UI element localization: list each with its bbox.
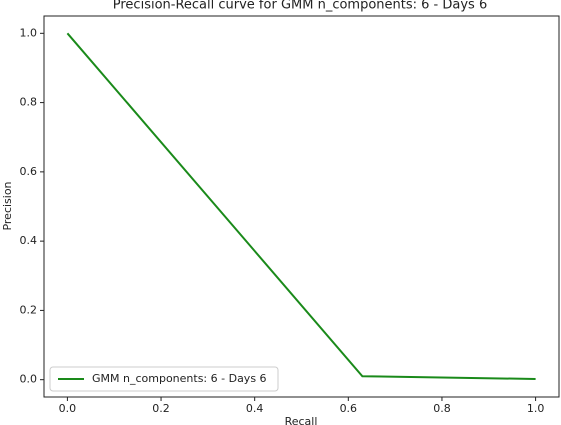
x-axis-label: Recall — [285, 415, 318, 425]
x-tick-label: 0.4 — [246, 402, 264, 415]
x-tick-label: 0.0 — [59, 402, 77, 415]
y-tick-label: 0.6 — [20, 165, 38, 178]
legend-label: GMM n_components: 6 - Days 6 — [92, 372, 267, 385]
y-tick-label: 0.8 — [20, 96, 38, 109]
y-tick-label: 0.4 — [20, 234, 38, 247]
series-line — [66, 32, 536, 380]
y-axis-label: Precision — [1, 181, 14, 230]
y-tick-label: 1.0 — [20, 26, 38, 39]
plot-frame — [43, 15, 560, 398]
x-tick-label: 1.0 — [527, 402, 545, 415]
legend-box — [49, 366, 279, 392]
y-tick-label: 0.2 — [20, 303, 38, 316]
x-tick-label: 0.8 — [433, 402, 451, 415]
x-tick-label: 0.6 — [340, 402, 358, 415]
chart-title: Precision-Recall curve for GMM n_compone… — [113, 0, 487, 13]
x-tick-label: 0.2 — [152, 402, 170, 415]
y-tick-label: 0.0 — [20, 373, 38, 386]
